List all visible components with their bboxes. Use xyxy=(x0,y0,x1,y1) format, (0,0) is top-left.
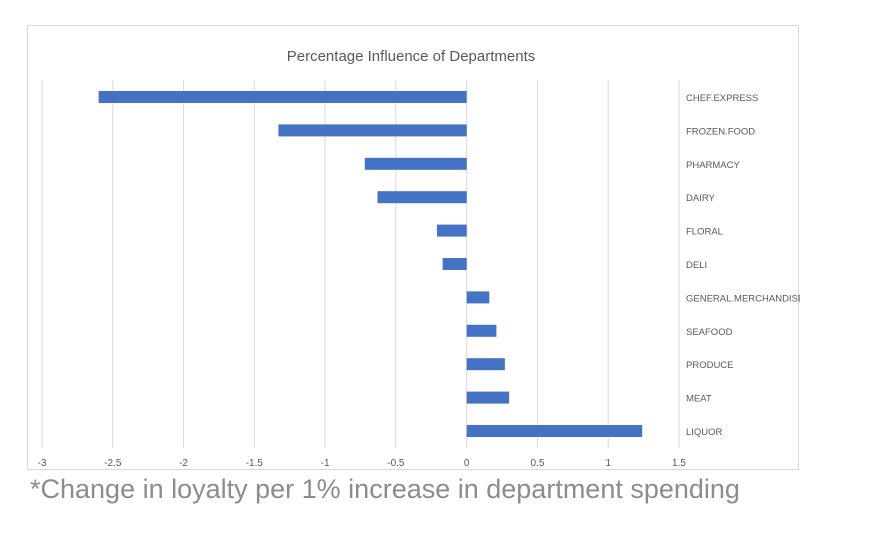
x-tick-label: -1.5 xyxy=(246,458,264,469)
category-label: SEAFOOD xyxy=(686,327,733,338)
x-tick-label: 0.5 xyxy=(530,458,544,469)
x-tick-label: 1.5 xyxy=(672,458,686,469)
category-label: DAIRY xyxy=(686,193,716,204)
footnote: *Change in loyalty per 1% increase in de… xyxy=(30,474,740,504)
chart-title: Percentage Influence of Departments xyxy=(287,48,535,65)
x-tick-label: -1 xyxy=(321,458,330,469)
category-label: CHEF.EXPRESS xyxy=(686,93,758,104)
bar-chart: Percentage Influence of Departments CHEF… xyxy=(38,48,800,469)
x-tick-label: -2.5 xyxy=(104,458,122,469)
bars xyxy=(98,91,643,437)
bar-liquor xyxy=(466,425,643,437)
bar-general-merchandise xyxy=(466,291,490,304)
category-label: DELI xyxy=(686,260,707,271)
category-label: PHARMACY xyxy=(686,160,741,171)
gridlines xyxy=(41,80,680,448)
category-label: MEAT xyxy=(686,394,712,405)
chart-frame: Percentage Influence of Departments CHEF… xyxy=(27,25,800,470)
bar-frozen-food xyxy=(278,124,467,137)
bar-floral xyxy=(436,224,467,237)
x-tick-labels: -3 -2.5 -2 -1.5 -1 -0.5 0 0.5 1 1.5 xyxy=(38,458,687,469)
x-tick-label: -2 xyxy=(179,458,188,469)
category-label: FROZEN.FOOD xyxy=(686,126,755,137)
x-tick-label: -0.5 xyxy=(387,458,405,469)
bar-chef-express xyxy=(98,91,467,103)
bar-pharmacy xyxy=(364,157,467,170)
x-tick-label: 0 xyxy=(464,458,470,469)
category-labels: CHEF.EXPRESS FROZEN.FOOD PHARMACY DAIRY FLOR… xyxy=(686,93,800,438)
x-tick-label: -3 xyxy=(38,458,47,469)
bar-seafood xyxy=(466,324,497,337)
category-label: GENERAL.MERCHANDISE xyxy=(686,293,800,304)
category-label: PRODUCE xyxy=(686,360,734,371)
bar-produce xyxy=(466,358,505,371)
bar-dairy xyxy=(377,191,467,204)
category-label: FLORAL xyxy=(686,227,723,238)
x-tick-label: 1 xyxy=(605,458,611,469)
bar-deli xyxy=(442,258,467,270)
bar-meat xyxy=(466,391,510,404)
category-label: LIQUOR xyxy=(686,427,723,438)
